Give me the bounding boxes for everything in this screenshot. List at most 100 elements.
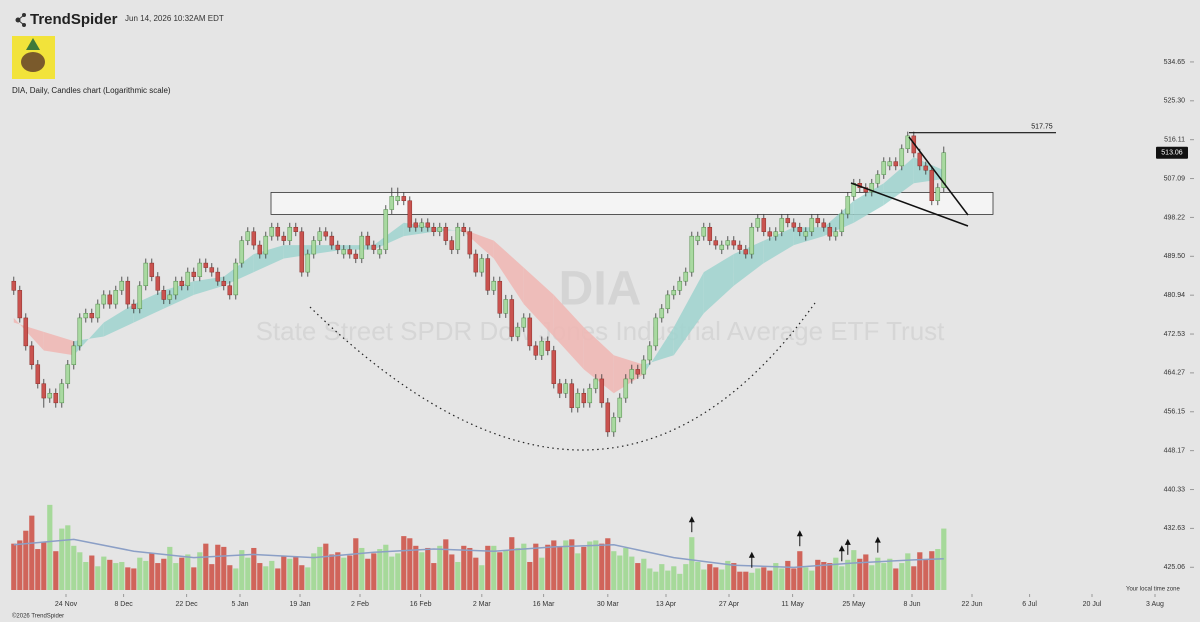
- volume-bar: [581, 546, 587, 590]
- candle-body: [797, 226, 803, 232]
- candle-body: [677, 280, 683, 291]
- ribbon-segment: [223, 254, 254, 286]
- candle-body: [785, 218, 791, 224]
- volume-bar: [485, 545, 491, 590]
- volume-bar: [635, 563, 641, 590]
- x-tick-label: 24 Nov: [55, 601, 78, 608]
- candle-body: [755, 218, 761, 228]
- volume-bar: [569, 539, 575, 590]
- volume-bar: [461, 545, 467, 590]
- candle-body: [533, 345, 539, 356]
- logo: [15, 13, 26, 27]
- candle-body: [137, 285, 143, 309]
- candle-body: [545, 340, 551, 351]
- candle-body: [521, 317, 527, 328]
- volume-bar: [647, 568, 653, 590]
- candle-body: [65, 364, 71, 384]
- candle-body: [539, 340, 545, 356]
- ribbon-segment: [703, 254, 734, 314]
- volume-bar: [41, 541, 47, 590]
- candle-body: [221, 280, 227, 287]
- price-tag: [1156, 146, 1188, 159]
- y-tick-label: 456.15: [1164, 409, 1186, 416]
- candle-body: [95, 303, 101, 319]
- candle-body: [329, 235, 335, 246]
- volume-bar: [275, 568, 281, 590]
- copyright: ©2026 TrendSpider: [12, 613, 64, 620]
- candle-body: [569, 383, 575, 408]
- candle-body: [299, 231, 305, 273]
- volume-arrow-head: [796, 530, 803, 537]
- watermark-name: State Street SPDR Dow Jones Industrial A…: [256, 316, 946, 346]
- volume-bar: [803, 567, 809, 590]
- volume-bar: [695, 561, 701, 590]
- x-tick-label: 22 Dec: [176, 601, 199, 608]
- volume-bar: [383, 544, 389, 590]
- volume-bar: [359, 547, 365, 590]
- volume-bar: [671, 566, 677, 590]
- volume-bar: [935, 549, 941, 590]
- x-tick-label: 16 Mar: [533, 601, 555, 608]
- candle-body: [215, 271, 221, 282]
- y-tick-label: 525.30: [1164, 98, 1186, 105]
- volume-bar: [431, 563, 437, 590]
- volume-bar: [725, 560, 731, 590]
- candle-body: [551, 350, 557, 384]
- volume-bar: [857, 558, 863, 590]
- candle-body: [119, 280, 125, 291]
- candle-body: [899, 148, 905, 167]
- candle-body: [143, 262, 149, 287]
- volume-bar: [545, 544, 551, 590]
- volume-bar: [737, 571, 743, 590]
- volume-arrow-head: [688, 516, 695, 523]
- volume-bar: [473, 557, 479, 590]
- volume-bar: [371, 553, 377, 590]
- candle-body: [725, 240, 731, 246]
- volume-bar: [923, 559, 929, 590]
- volume-bar: [233, 568, 239, 590]
- ribbon-segment: [43, 331, 74, 356]
- volume-bar: [839, 566, 845, 590]
- volume-ma-line: [13, 538, 944, 569]
- ribbon-segment: [163, 281, 194, 309]
- volume-bar: [881, 563, 887, 590]
- volume-bar: [749, 572, 755, 590]
- y-tick-label: 516.11: [1164, 137, 1185, 144]
- candle-body: [101, 294, 107, 305]
- candle-body: [605, 402, 611, 433]
- candle-body: [689, 235, 695, 273]
- candle-body: [695, 235, 701, 241]
- ribbon-segment: [133, 290, 164, 323]
- brand: TrendSpider: [30, 11, 118, 28]
- volume-bar: [437, 545, 443, 590]
- candle-body: [599, 378, 605, 404]
- volume-bar: [377, 549, 383, 590]
- candle-body: [23, 317, 29, 347]
- candle-body: [83, 313, 89, 319]
- x-tick-label: 3 Aug: [1146, 601, 1164, 608]
- candle-body: [383, 209, 389, 250]
- volume-bar: [899, 563, 905, 590]
- volume-bar: [395, 553, 401, 590]
- volume-bar: [773, 563, 779, 590]
- candle-body: [59, 383, 65, 404]
- volume-arrow-head: [874, 536, 881, 543]
- candle-body: [659, 308, 665, 319]
- volume-bar: [917, 552, 923, 590]
- volume-bar: [173, 563, 179, 590]
- candle-body: [41, 383, 47, 399]
- volume-bar: [407, 538, 413, 590]
- candle-body: [413, 222, 419, 228]
- volume-bar: [887, 558, 893, 590]
- candle-body: [419, 222, 425, 228]
- volume-bar: [641, 558, 647, 590]
- volume-bar: [875, 557, 881, 590]
- x-tick-label: 8 Dec: [114, 601, 133, 608]
- candle-body: [191, 271, 197, 277]
- plot: 534.65 525.30 516.11 507.09 498.22 489.50 480.…: [11, 59, 1194, 608]
- candle-body: [347, 249, 353, 255]
- volume-bar: [335, 552, 341, 590]
- candle-body: [437, 226, 443, 232]
- volume-bar: [713, 567, 719, 590]
